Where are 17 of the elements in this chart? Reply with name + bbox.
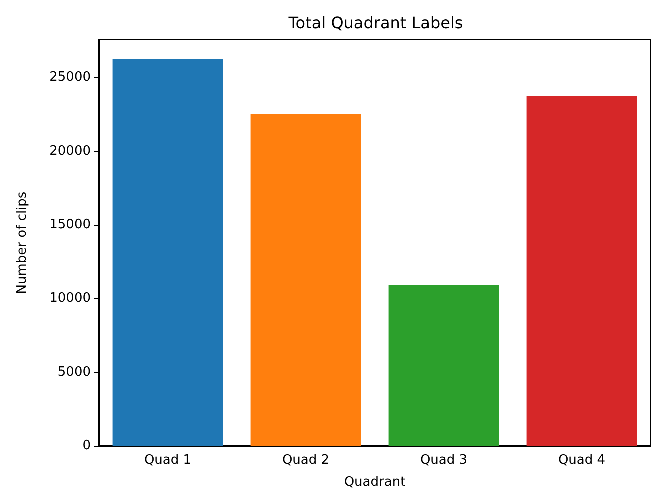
y-tick-label: 20000 — [50, 144, 91, 159]
bar — [250, 114, 362, 446]
x-tick-label: Quad 1 — [144, 453, 192, 468]
bar — [112, 59, 224, 446]
chart-title: Total Quadrant Labels — [288, 14, 464, 32]
x-tick-label: Quad 4 — [558, 453, 606, 468]
y-axis-title: Number of clips — [15, 192, 30, 294]
y-tick-label: 15000 — [50, 217, 91, 232]
y-tick-label: 10000 — [50, 291, 91, 306]
x-axis-title: Quadrant — [344, 475, 406, 490]
y-tick-label: 0 — [82, 438, 91, 454]
y-tick-label: 25000 — [50, 70, 91, 86]
x-tick-label: Quad 3 — [420, 453, 468, 468]
y-tick-label: 5000 — [58, 364, 91, 380]
bar — [388, 285, 500, 446]
bar — [526, 96, 638, 446]
x-tick-label: Quad 2 — [282, 453, 330, 468]
